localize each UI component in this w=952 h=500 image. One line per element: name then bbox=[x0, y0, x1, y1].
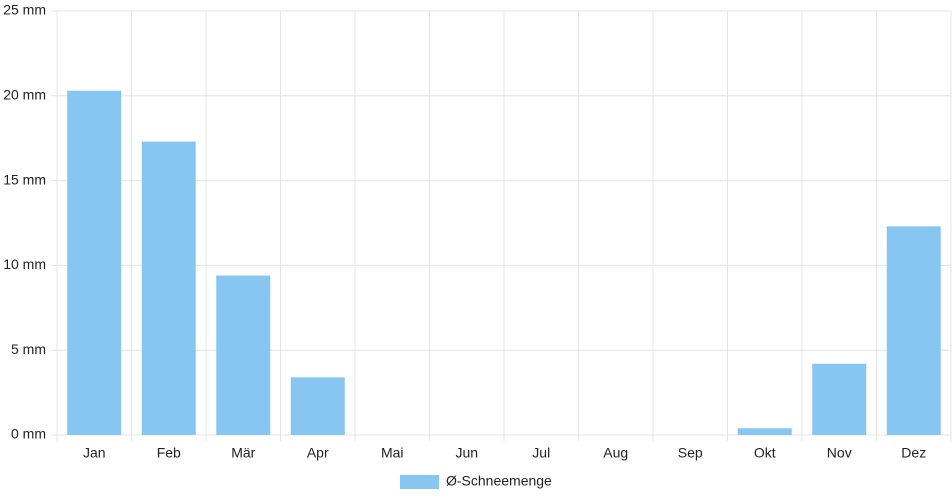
x-tick-label: Nov bbox=[827, 445, 852, 461]
y-tick-label: 5 mm bbox=[11, 341, 46, 357]
x-tick-label: Dez bbox=[901, 445, 926, 461]
bar bbox=[141, 141, 196, 436]
y-tick-label: 15 mm bbox=[3, 171, 46, 187]
x-tick-label: Mai bbox=[381, 445, 404, 461]
x-tick-label: Aug bbox=[603, 445, 628, 461]
x-tick-label: Okt bbox=[754, 445, 776, 461]
bar bbox=[216, 275, 271, 435]
x-tick-label: Jun bbox=[455, 445, 478, 461]
x-tick-label: Jul bbox=[532, 445, 550, 461]
bar bbox=[737, 428, 792, 435]
y-tick-label: 0 mm bbox=[11, 426, 46, 442]
y-tick-label: 20 mm bbox=[3, 87, 46, 103]
bar bbox=[67, 90, 122, 435]
x-tick-label: Feb bbox=[157, 445, 181, 461]
bar bbox=[812, 363, 867, 435]
bar bbox=[290, 377, 345, 435]
bar bbox=[886, 226, 941, 435]
x-tick-label: Apr bbox=[307, 445, 329, 461]
y-tick-label: 10 mm bbox=[3, 256, 46, 272]
y-tick-label: 25 mm bbox=[3, 2, 46, 18]
legend-label: Ø-Schneemenge bbox=[446, 473, 552, 489]
x-tick-label: Sep bbox=[678, 445, 703, 461]
x-tick-label: Jan bbox=[83, 445, 106, 461]
legend-swatch bbox=[400, 475, 439, 489]
x-tick-label: Mär bbox=[231, 445, 255, 461]
